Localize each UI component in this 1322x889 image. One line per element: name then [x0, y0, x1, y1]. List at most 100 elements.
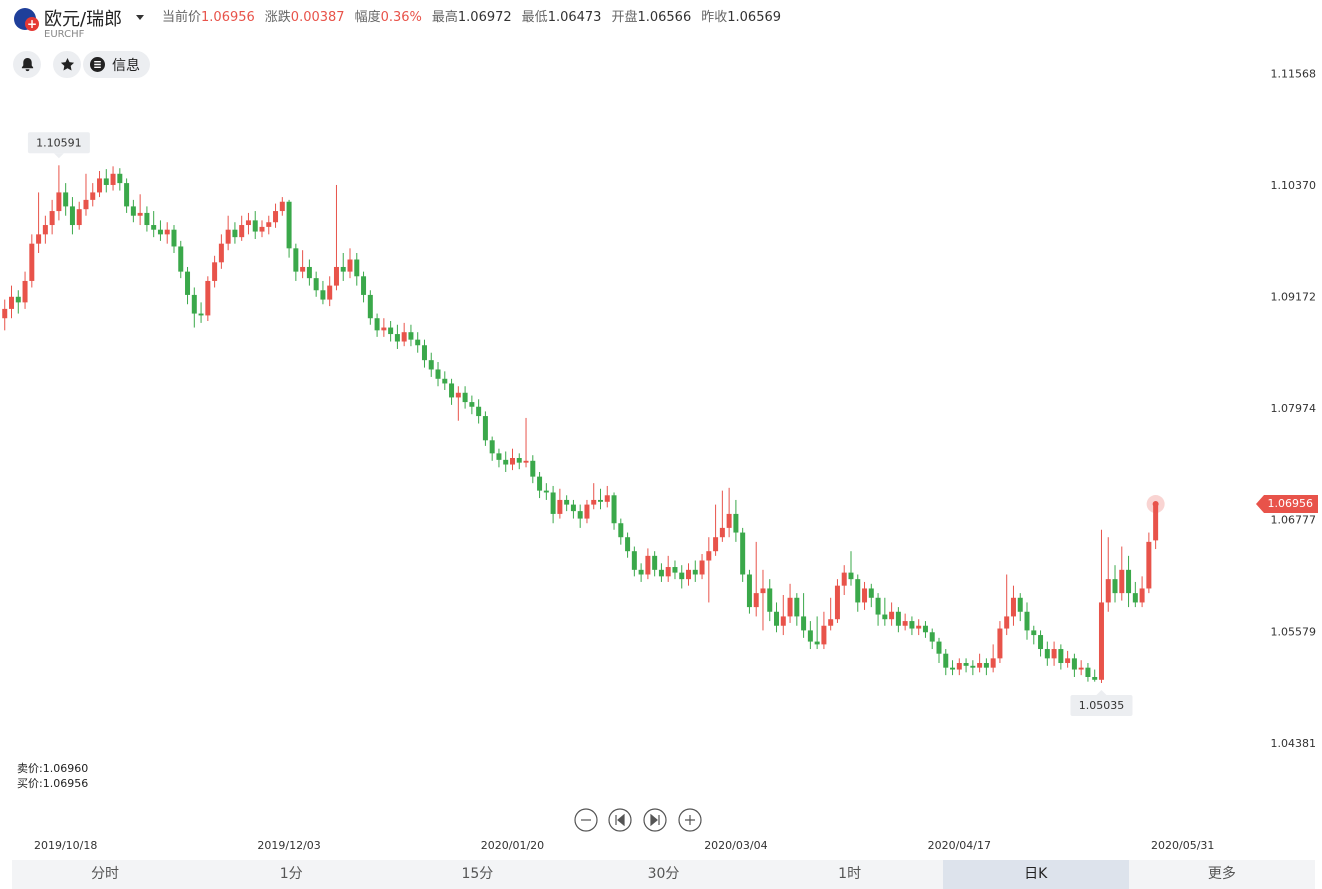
candle-body: [780, 616, 786, 626]
candle-body: [963, 663, 969, 666]
y-tick-label: 1.04381: [1271, 737, 1317, 750]
x-tick-label: 2020/01/20: [481, 839, 544, 852]
quote-label: 幅度: [354, 10, 381, 25]
candle-body: [814, 641, 820, 645]
candle-body: [753, 593, 759, 608]
chart-nav: [574, 808, 702, 832]
zoom-out-button[interactable]: [574, 808, 598, 832]
candle-body: [916, 625, 922, 629]
candle-body: [69, 206, 75, 226]
period-tab[interactable]: 分时: [91, 866, 120, 882]
candle-body: [90, 192, 96, 200]
period-tab[interactable]: 30分: [647, 866, 680, 882]
candle-body: [1078, 667, 1084, 670]
candle-body: [205, 280, 211, 316]
candle-body: [1126, 569, 1132, 594]
candle-body: [428, 360, 434, 370]
candle-body: [97, 178, 103, 193]
candle-body: [990, 658, 996, 668]
candle-body: [185, 271, 191, 295]
quote-label: 涨跌: [264, 10, 291, 25]
dropdown-caret[interactable]: [136, 15, 144, 20]
candle-body: [83, 199, 89, 210]
candle-body: [922, 625, 928, 633]
candle-body: [124, 183, 130, 207]
bid-price: 卖价:1.06960: [17, 762, 89, 775]
candle-body: [977, 663, 983, 668]
candle-body: [550, 492, 556, 514]
candle-body: [388, 327, 394, 335]
candle-body: [787, 597, 793, 617]
candle-body: [164, 229, 170, 235]
first-button[interactable]: [608, 808, 632, 832]
quote: 开盘1.06566: [611, 10, 691, 25]
candle-body: [266, 222, 272, 227]
candle-body: [1071, 658, 1077, 670]
candle-body: [36, 234, 42, 244]
candle-body: [1092, 676, 1098, 680]
candle-body: [950, 667, 956, 670]
candle-body: [591, 499, 597, 505]
quote: 幅度0.36%: [355, 10, 422, 25]
candle-body: [1139, 588, 1145, 603]
candle-body: [983, 663, 989, 668]
period-tabs: 分时 1分 15分 30分 1时 日K 更多: [12, 860, 1315, 889]
candle-body: [672, 567, 678, 573]
period-tab[interactable]: 日K: [942, 860, 1129, 889]
candle-body: [401, 332, 407, 342]
period-tab[interactable]: 1分: [279, 866, 303, 882]
period-tab[interactable]: 1时: [838, 866, 862, 882]
candle-body: [570, 504, 576, 512]
candle-body: [665, 567, 671, 577]
candle-body: [1017, 597, 1023, 612]
alert-button[interactable]: [13, 51, 41, 78]
quote-label: 昨收: [701, 10, 728, 25]
extreme-pointer: [53, 153, 64, 159]
candle-body: [1010, 597, 1016, 617]
candle-body: [564, 499, 570, 505]
candle-body: [361, 276, 367, 295]
candle-body: [1038, 635, 1044, 650]
candle-body: [543, 490, 549, 493]
candle-body: [15, 296, 21, 303]
last-button[interactable]: [643, 808, 667, 832]
y-tick-label: 1.09172: [1271, 291, 1317, 304]
candle-body: [848, 572, 854, 580]
flag-ch: +: [25, 17, 39, 31]
candle-body: [882, 614, 888, 620]
candle-body: [259, 226, 265, 232]
extreme-box: [27, 132, 90, 154]
zoom-in-button[interactable]: [678, 808, 702, 832]
candle-body: [631, 551, 637, 570]
candle-body: [679, 572, 685, 580]
candle-body: [895, 611, 901, 626]
chart: 1.11568 1.10370 1.09172 1.07974 1.06777 1.055…: [2, 67, 1318, 852]
star-icon: [60, 57, 75, 71]
candle-body: [1004, 616, 1010, 629]
candle-body: [1146, 541, 1152, 589]
candle-body: [367, 294, 373, 319]
candle-body: [841, 572, 847, 586]
info-label[interactable]: 信息: [112, 58, 140, 74]
symbol-name[interactable]: 欧元/瑞郎: [44, 9, 123, 30]
quote-label: 当前价: [162, 10, 202, 25]
candle-body: [1085, 667, 1091, 677]
candle-body: [212, 262, 218, 281]
candle-body: [306, 266, 312, 279]
period-tab[interactable]: 更多: [1207, 866, 1236, 882]
candle-body: [1119, 569, 1125, 594]
symbol-code: EURCHF: [44, 29, 85, 40]
candle-body: [509, 458, 515, 465]
period-tab[interactable]: 15分: [461, 866, 494, 882]
y-tick-label: 1.10370: [1271, 179, 1317, 192]
candle-body: [354, 259, 360, 277]
candle-body: [462, 392, 468, 403]
y-tick-label: 1.05579: [1271, 625, 1317, 638]
favorite-button[interactable]: [53, 51, 81, 78]
candle-body: [652, 555, 658, 570]
candle-body: [1031, 630, 1037, 636]
candle-body: [746, 574, 752, 608]
candle-body: [740, 532, 746, 575]
info-button[interactable]: [83, 51, 150, 78]
